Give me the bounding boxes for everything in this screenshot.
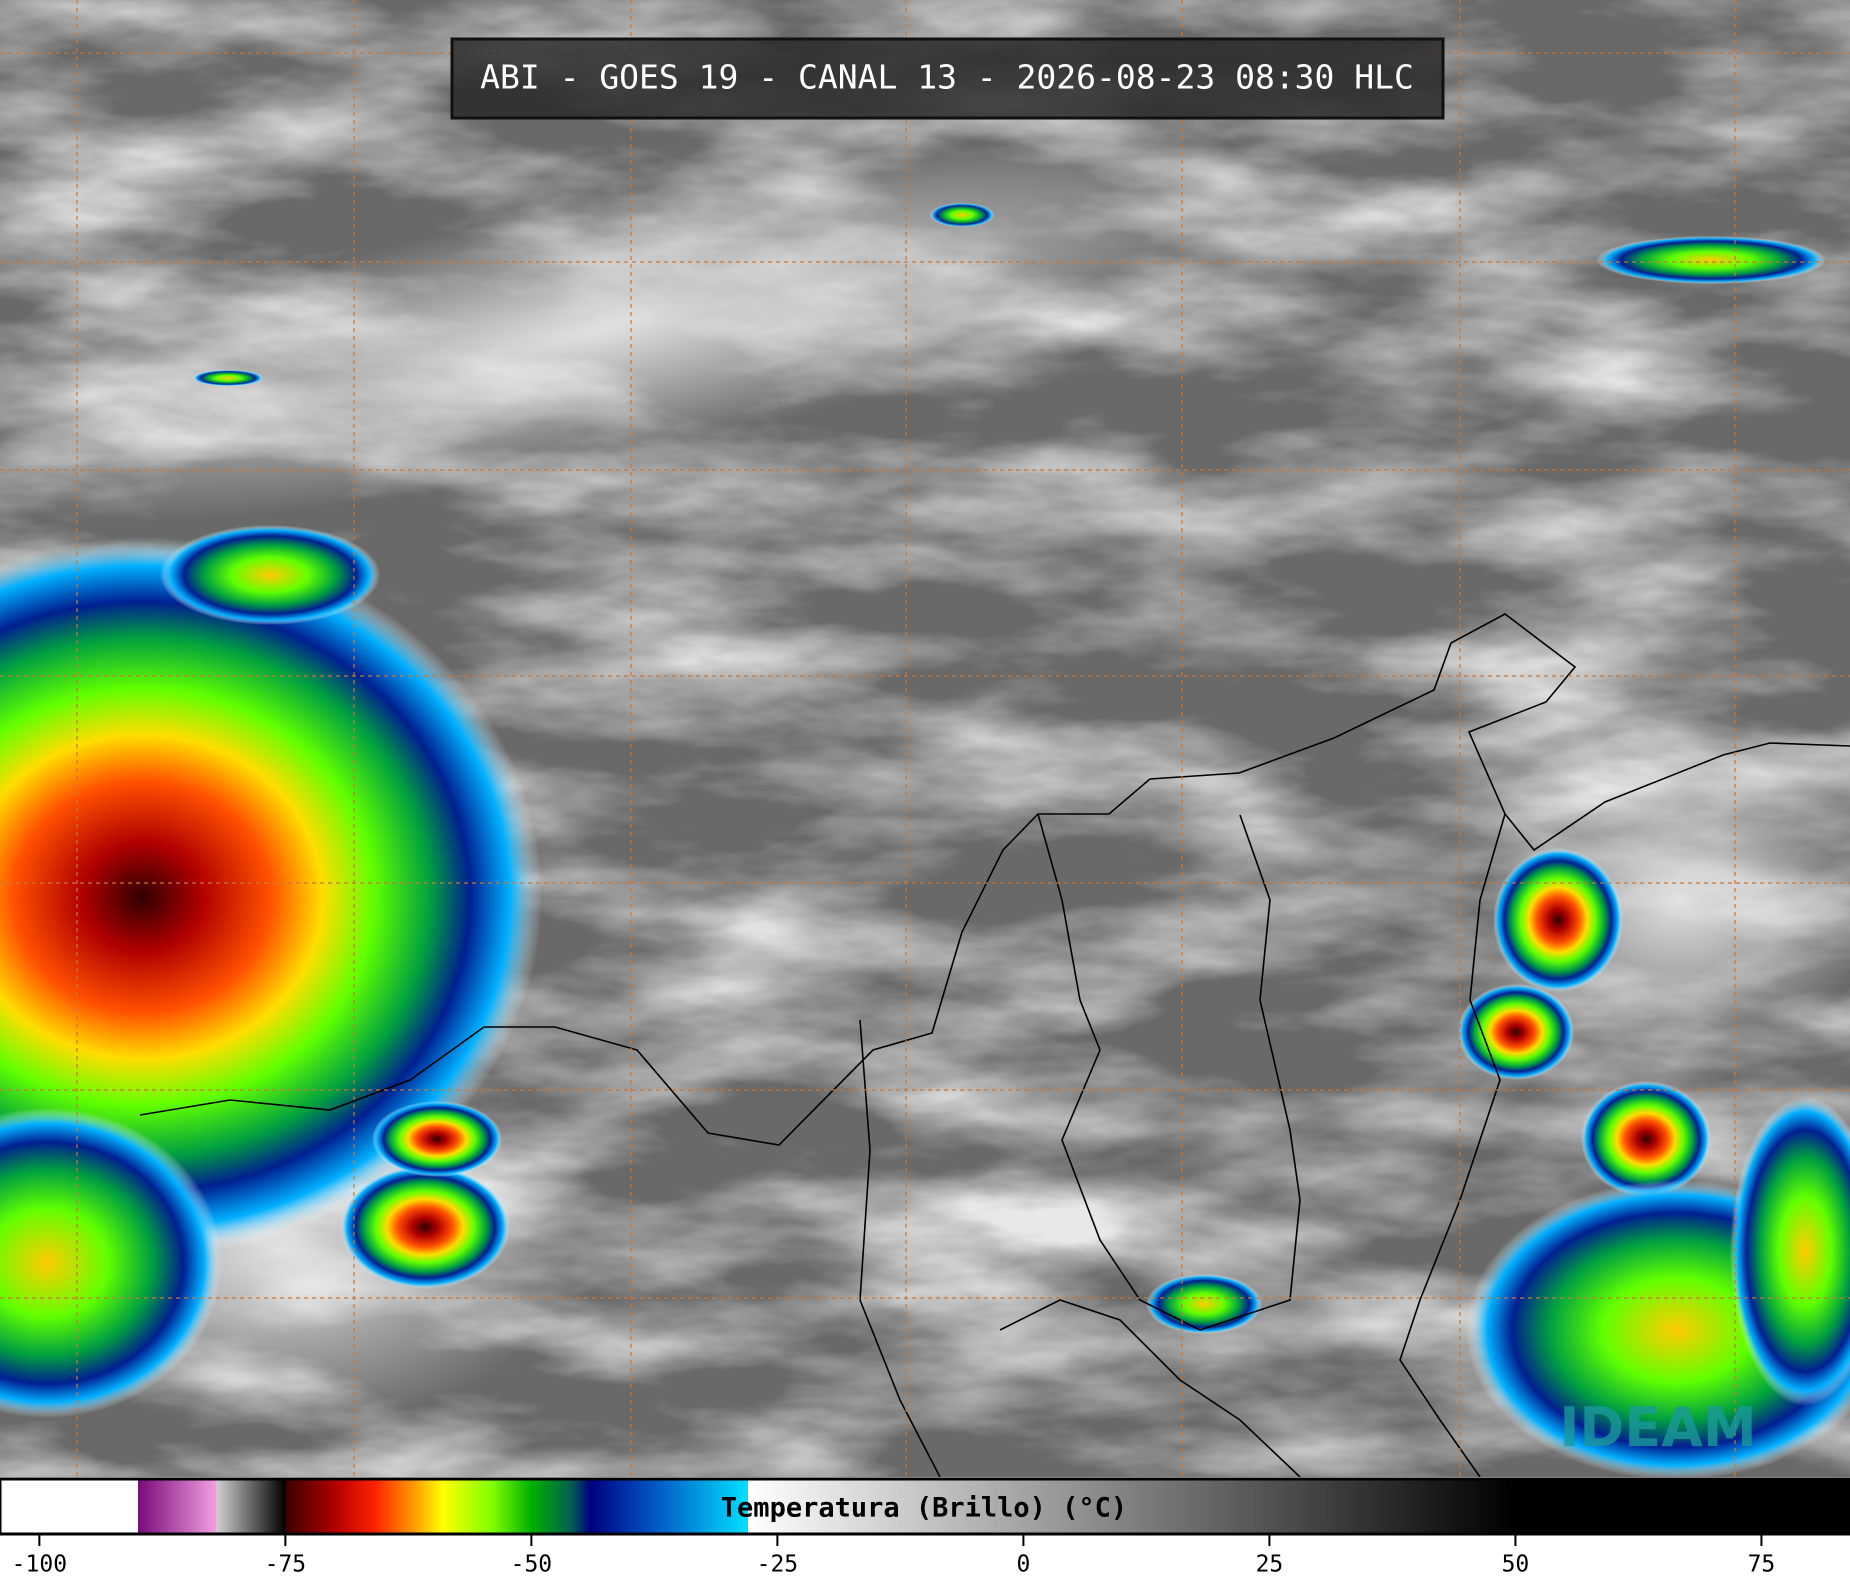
x-tick-label: -100 (12, 1552, 67, 1577)
x-tick-label: -75 (265, 1552, 307, 1577)
title: ABI - GOES 19 - CANAL 13 - 2026-08-23 08… (480, 58, 1414, 97)
title-box: ABI - GOES 19 - CANAL 13 - 2026-08-23 08… (450, 37, 1445, 120)
graticule (0, 0, 1850, 1477)
colorbar-label: Temperatura (Brillo) (°C) (721, 1493, 1127, 1524)
x-tick-label: 0 (1016, 1552, 1030, 1577)
x-tick-label: -25 (757, 1552, 799, 1577)
logo-text: IDEAM (1559, 1396, 1756, 1459)
x-tick-label: 25 (1256, 1552, 1284, 1577)
x-tick-label: -50 (511, 1552, 553, 1577)
satellite-image (0, 0, 1850, 1480)
colorbar (0, 1477, 1850, 1536)
x-tick-label: 50 (1502, 1552, 1530, 1577)
x-tick-label: 75 (1748, 1552, 1776, 1577)
